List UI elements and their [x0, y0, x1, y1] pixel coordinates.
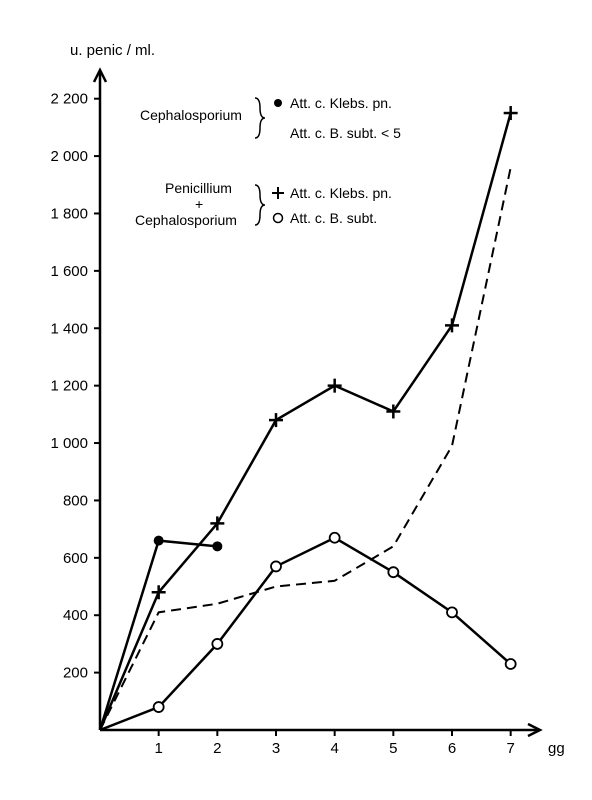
- series-line-dashed-series: [100, 168, 511, 730]
- marker-circle: [212, 639, 222, 649]
- x-tick-label: 2: [213, 740, 221, 757]
- marker-circle: [506, 659, 516, 669]
- y-tick-label: 1 800: [50, 205, 88, 222]
- legend-group-1: Cephalosporium Att. c. Klebs. pn. Att. c…: [140, 95, 401, 141]
- legend-brace-1: [255, 98, 265, 138]
- x-tick-label: 4: [330, 740, 338, 757]
- y-tick-label: 2 200: [50, 91, 88, 108]
- x-tick-label: 1: [154, 740, 162, 757]
- legend-item-1-2: Att. c. B. subt. < 5: [290, 125, 401, 141]
- chart-svg: 200 400 600 800 1 000 1 200 1 400 1 600 1 800 2 0…: [0, 0, 592, 800]
- marker-circle: [447, 607, 457, 617]
- marker-circle: [154, 702, 164, 712]
- x-axis-label: gg: [548, 740, 565, 757]
- x-tick-label: 6: [448, 740, 456, 757]
- marker-plus: [445, 318, 459, 332]
- y-ticks: 200 400 600 800 1 000 1 200 1 400 1 600 1 800 2 0…: [50, 91, 100, 682]
- legend-marker-dot: [274, 99, 282, 107]
- x-tick-label: 3: [272, 740, 280, 757]
- marker-plus: [504, 106, 518, 120]
- y-tick-label: 2 000: [50, 148, 88, 165]
- legend-group2-line1: Penicillium: [165, 180, 232, 196]
- legend-group2-line2: +: [195, 196, 203, 212]
- x-tick-label: 5: [389, 740, 397, 757]
- y-tick-label: 1 000: [50, 435, 88, 452]
- legend-item-2-2: Att. c. B. subt.: [290, 210, 377, 226]
- axes: [94, 70, 540, 736]
- y-tick-label: 800: [63, 492, 88, 509]
- series-line-penic-cephalo-bsubt: [100, 538, 511, 730]
- marker-dot: [154, 536, 164, 546]
- legend-item-2-1: Att. c. Klebs. pn.: [290, 185, 392, 201]
- marker-circle: [271, 561, 281, 571]
- series-line-penic-cephalo-klebs: [100, 113, 511, 730]
- legend-group1-label: Cephalosporium: [140, 107, 242, 123]
- legend-brace-2: [255, 185, 265, 225]
- x-tick-label: 7: [506, 740, 514, 757]
- y-tick-label: 600: [63, 550, 88, 567]
- y-tick-label: 1 600: [50, 263, 88, 280]
- marker-circle: [330, 533, 340, 543]
- y-tick-label: 400: [63, 607, 88, 624]
- legend-group2-line3: Cephalosporium: [135, 212, 237, 228]
- legend-marker-plus: [272, 187, 284, 199]
- y-tick-label: 200: [63, 665, 88, 682]
- legend-marker-circle: [274, 214, 283, 223]
- marker-circle: [388, 567, 398, 577]
- y-tick-label: 1 200: [50, 378, 88, 395]
- marker-plus: [386, 404, 400, 418]
- x-ticks: 1 2 3 4 5 6 7: [154, 730, 514, 757]
- y-axis-label: u. penic / ml.: [70, 42, 155, 59]
- marker-plus: [269, 413, 283, 427]
- marker-dot: [212, 541, 222, 551]
- y-tick-label: 1 400: [50, 320, 88, 337]
- chart-container: 200 400 600 800 1 000 1 200 1 400 1 600 1 800 2 0…: [0, 0, 592, 800]
- legend-group-2: Penicillium + Cephalosporium Att. c. Kle…: [135, 180, 392, 228]
- legend-item-1-1: Att. c. Klebs. pn.: [290, 95, 392, 111]
- marker-plus: [328, 379, 342, 393]
